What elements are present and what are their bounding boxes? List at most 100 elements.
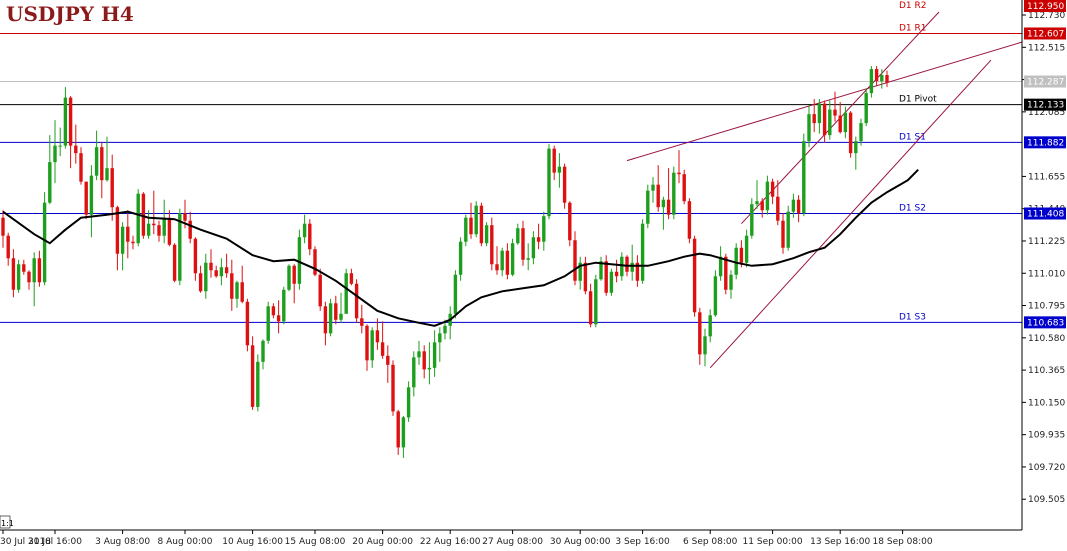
candle-body-71 [370,330,374,361]
candle-body-128 [666,199,671,215]
current-price-box-text: 112.287 [1027,78,1064,88]
candle-body-0 [1,217,5,236]
candle-body-18 [94,147,99,176]
candle-body-26 [136,193,140,244]
x-tick-label-4: 10 Aug 16:00 [222,537,283,547]
candle-body-119 [620,256,624,277]
x-tick-label-3: 8 Aug 00:00 [158,537,213,547]
candle-body-122 [635,262,640,281]
candle-body-98 [510,243,515,275]
candle-body-162 [843,112,848,133]
x-tick-label-8: 27 Aug 08:00 [482,537,543,547]
chart-title: USDJPY H4 [6,2,134,26]
y-tick-label-11: 110.365 [1028,366,1065,376]
candle-body-49 [256,361,260,407]
candle-body-66 [344,273,348,314]
x-corner-label: 1:1 [1,519,14,528]
level-box-2-bg [1024,136,1066,149]
candle-body-1 [6,235,10,259]
candle-body-29 [152,223,156,226]
candle-body-115 [599,261,603,280]
y-tick-label-9: 110.795 [1028,302,1065,312]
candle-body-24 [126,226,130,242]
candle-body-157 [817,103,822,124]
level-box-2-text: 111.882 [1027,138,1064,148]
candle-body-39 [204,262,208,292]
candle-body-153 [796,199,801,214]
level-label-2: D1 Pivot [899,95,937,105]
candle-body-76 [396,411,400,448]
candle-body-163 [848,112,853,154]
candle-body-3 [16,264,21,290]
candle-body-136 [708,315,712,337]
candle-body-121 [630,262,634,272]
candle-body-42 [219,267,224,277]
x-tick-label-5: 15 Aug 08:00 [285,537,346,547]
x-tick-label-14: 18 Sep 08:00 [873,537,933,547]
candle-body-137 [713,276,718,316]
candle-body-155 [807,114,811,142]
candle-body-47 [245,301,250,346]
y-tick-label-15: 109.505 [1028,495,1065,505]
candle-body-69 [360,318,364,326]
candle-body-54 [282,289,286,322]
channel-line-2 [709,59,992,369]
candle-body-23 [120,226,125,254]
y-tick-label-2: 112.515 [1028,43,1065,53]
price-boxes: 112.607 112.133 111.882 111.408 110.683 112.2… [1024,0,1066,329]
candle-body-80 [417,351,421,358]
level-label-3: D1 S1 [899,132,926,142]
candle-body-52 [271,306,276,316]
candle-body-62 [323,306,328,334]
candle-body-20 [105,168,109,181]
candle-body-40 [209,262,213,271]
candle-body-104 [542,216,546,242]
candle-body-111 [578,262,582,281]
candle-body-117 [609,271,614,293]
level-box-0-bg [1024,27,1066,40]
candle-body-35 [183,213,187,221]
candle-body-164 [854,141,858,154]
candle-body-4 [22,264,26,272]
candle-body-147 [765,181,770,211]
candle-body-11 [58,145,62,147]
candle-body-15 [79,153,83,182]
candle-body-64 [334,303,338,320]
x-tick-label-1: 31 Jul 16:00 [28,537,82,547]
candle-body-38 [198,273,203,292]
candle-body-61 [318,274,322,307]
candle-body-93 [484,225,489,244]
candle-body-161 [838,115,842,133]
x-tick-label-12: 11 Sep 00:00 [743,537,803,547]
candle-body-97 [505,250,510,275]
candle-body-151 [786,211,790,248]
level-box-4-text: 110.683 [1027,318,1064,328]
candle-body-37 [193,238,198,274]
candle-body-72 [375,330,380,343]
level-box-3-bg [1024,207,1066,220]
candle-body-32 [167,217,172,245]
candle-body-124 [646,190,650,224]
x-tick-label-9: 30 Aug 00:00 [550,537,611,547]
candle-body-99 [516,228,520,244]
candle-body-102 [531,237,536,259]
candles [1,66,889,458]
y-tick-label-13: 109.935 [1028,431,1065,441]
candle-body-165 [859,123,863,142]
candle-body-144 [750,204,754,236]
candle-body-152 [791,199,796,212]
y-tick-label-10: 110.580 [1028,334,1065,344]
candle-body-50 [261,340,265,362]
candle-body-33 [172,244,177,281]
candle-body-28 [146,223,151,236]
candle-body-70 [365,325,369,361]
candle-body-84 [438,333,442,343]
candle-body-73 [380,342,385,356]
candle-body-79 [412,357,416,388]
candle-body-44 [230,273,234,299]
candle-body-14 [74,145,78,154]
candle-body-89 [464,217,468,242]
candle-body-25 [131,241,135,244]
candle-body-132 [687,201,692,239]
candle-body-12 [63,97,68,146]
